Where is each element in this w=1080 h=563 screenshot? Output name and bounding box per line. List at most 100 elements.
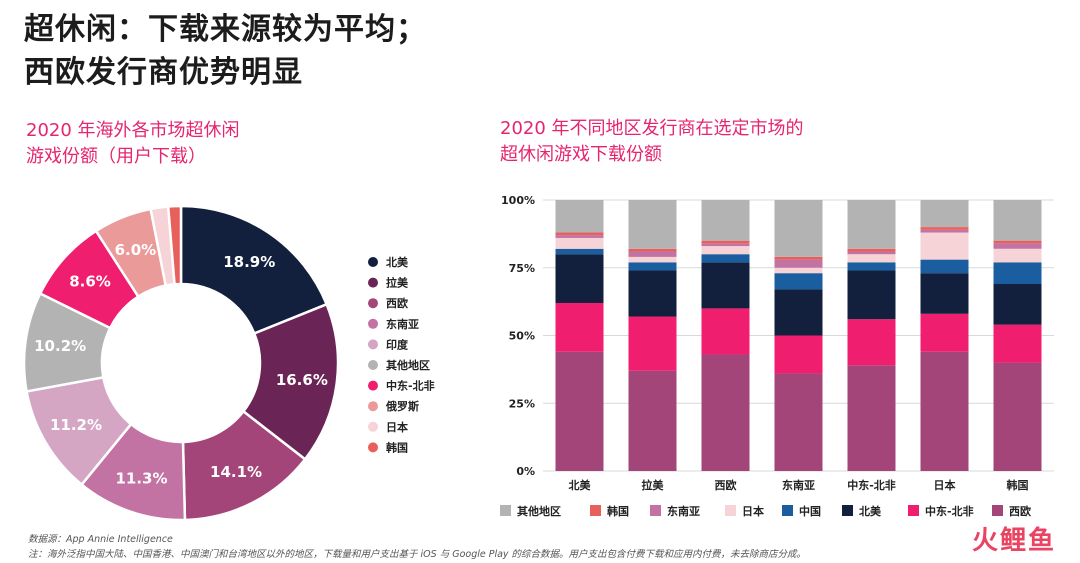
bar-segment-6-0 — [993, 362, 1042, 471]
bar-segment-2-0 — [701, 354, 750, 471]
bar-segment-4-1 — [847, 319, 896, 366]
donut-data-label-6: 8.6% — [69, 273, 111, 291]
bar-legend-label-5: 北美 — [859, 504, 882, 518]
page-title: 超休闲：下载来源较为平均； 西欧发行商优势明显 — [24, 8, 427, 94]
x-tick-label-6: 韩国 — [1007, 478, 1029, 492]
donut-slice-9 — [166, 204, 183, 286]
page-title-line1: 超休闲：下载来源较为平均； — [24, 12, 427, 47]
bar-segment-4-4 — [847, 254, 896, 263]
bar-segment-1-2 — [628, 270, 677, 317]
bar-segment-3-0 — [774, 373, 823, 471]
donut-legend-label-8: 日本 — [386, 420, 408, 434]
bar-segment-0-7 — [555, 200, 604, 233]
bar-segment-6-1 — [993, 324, 1042, 363]
bar-segment-2-2 — [701, 262, 750, 309]
donut-data-label-0: 18.9% — [223, 253, 275, 271]
bar-segment-4-6 — [847, 248, 896, 252]
bar-segment-1-3 — [628, 262, 677, 271]
donut-legend-swatch-2 — [368, 298, 378, 309]
bar-chart-title: 2020 年不同地区发行商在选定市场的 超休闲游戏下载份额 — [500, 116, 804, 168]
x-tick-label-1: 拉美 — [642, 478, 665, 492]
bar-legend: 其他地区 韩国 东南亚 日本 中国 北美 中东-北非 西欧 — [500, 504, 1031, 518]
bar-segment-0-0 — [555, 351, 604, 471]
donut-legend-swatch-5 — [368, 360, 378, 370]
bar-legend-label-7: 西欧 — [1009, 504, 1031, 518]
bar-legend-swatch-7 — [992, 505, 1003, 516]
bar-legend-swatch-6 — [908, 505, 919, 516]
bar-segment-0-3 — [555, 248, 604, 255]
y-tick-label-0: 0% — [516, 465, 535, 478]
bar-segment-3-4 — [774, 267, 823, 274]
bar-segment-6-4 — [993, 248, 1042, 263]
y-tick-label-4: 100% — [501, 194, 535, 207]
bar-segment-2-5 — [701, 243, 750, 247]
bar-segment-2-4 — [701, 246, 750, 255]
bar-segment-5-4 — [920, 232, 969, 260]
bar-segment-2-1 — [701, 308, 750, 355]
bar-segment-4-3 — [847, 262, 896, 271]
donut-data-label-1: 16.6% — [276, 371, 328, 389]
donut-legend-swatch-4 — [368, 339, 378, 350]
bar-segment-0-1 — [555, 302, 604, 352]
donut-legend-swatch-8 — [368, 421, 378, 432]
donut-legend-label-0: 北美 — [386, 255, 409, 269]
bar-segment-4-5 — [847, 251, 896, 255]
donut-legend-swatch-6 — [368, 380, 378, 391]
bar-segment-6-7 — [993, 200, 1042, 241]
bar-segment-2-6 — [701, 240, 750, 244]
bar-segment-2-3 — [701, 254, 750, 263]
donut-data-label-3: 11.3% — [115, 469, 167, 487]
bar-segment-4-2 — [847, 270, 896, 320]
bar-legend-swatch-1 — [590, 505, 601, 516]
donut-chart: 18.9% 16.6% 14.1% 11.3% 11.2% 10.2% 8.6%6.0% — [22, 204, 340, 522]
bar-legend-label-3: 日本 — [742, 504, 764, 518]
bar-segment-5-3 — [920, 259, 969, 274]
page-title-line2: 西欧发行商优势明显 — [24, 55, 303, 90]
bar-segment-0-5 — [555, 235, 604, 238]
bar-title-line1: 2020 年不同地区发行商在选定市场的 — [500, 118, 804, 139]
y-tick-label-1: 25% — [509, 397, 535, 410]
bar-legend-swatch-5 — [842, 505, 853, 516]
bar-segment-6-2 — [993, 284, 1042, 325]
donut-data-label-4: 11.2% — [50, 416, 102, 434]
bar-segment-3-1 — [774, 335, 823, 374]
bar-segment-5-5 — [920, 229, 969, 233]
donut-slice-0 — [179, 204, 329, 336]
donut-legend-label-1: 拉美 — [386, 276, 409, 290]
donut-legend-label-9: 韩国 — [386, 440, 408, 454]
donut-legend-swatch-7 — [368, 401, 378, 412]
bar-legend-swatch-3 — [725, 505, 736, 516]
bar-segment-5-6 — [920, 227, 969, 230]
x-tick-label-0: 北美 — [569, 478, 592, 492]
x-tick-label-2: 西欧 — [715, 478, 737, 492]
watermark-logo: 火鲤鱼 — [971, 526, 1056, 556]
bar-segment-6-6 — [993, 240, 1042, 244]
bar-segment-1-5 — [628, 251, 677, 257]
donut-chart-title: 2020 年海外各市场超休闲 游戏份额（用户下载） — [26, 118, 240, 170]
x-tick-label-5: 日本 — [934, 478, 956, 492]
donut-legend-swatch-0 — [368, 257, 378, 267]
bar-segment-0-2 — [555, 254, 604, 303]
donut-data-label-2: 14.1% — [210, 463, 262, 481]
donut-data-label-7: 6.0% — [115, 241, 157, 259]
bar-segment-5-2 — [920, 273, 969, 314]
bar-legend-label-6: 中东-北非 — [925, 504, 974, 518]
donut-legend-label-7: 俄罗斯 — [385, 399, 419, 413]
donut-legend-label-4: 印度 — [386, 337, 409, 351]
bar-segment-5-0 — [920, 351, 969, 471]
x-tick-label-4: 中东-北非 — [847, 478, 896, 492]
bar-legend-label-0: 其他地区 — [517, 504, 561, 518]
bar-segment-3-3 — [774, 273, 823, 290]
donut-legend-swatch-9 — [368, 442, 378, 453]
bar-segment-0-6 — [555, 232, 604, 236]
bar-segment-3-5 — [774, 259, 823, 268]
bar-legend-swatch-2 — [650, 505, 661, 516]
bar-legend-swatch-4 — [782, 505, 793, 516]
bar-segment-5-7 — [920, 200, 969, 228]
y-tick-label-2: 50% — [509, 330, 535, 343]
donut-title-line1: 2020 年海外各市场超休闲 — [26, 120, 240, 141]
bar-segment-3-7 — [774, 200, 823, 257]
donut-title-line2: 游戏份额（用户下载） — [26, 146, 206, 167]
